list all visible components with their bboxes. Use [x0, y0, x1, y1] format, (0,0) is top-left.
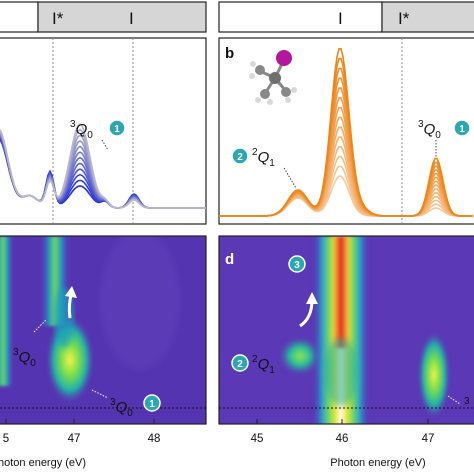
panel-d-letter: d	[225, 251, 234, 268]
svg-text:2: 2	[237, 359, 243, 370]
top-bar-left-label-2: I	[129, 9, 134, 28]
panel-d-x-label: Photon energy (eV)	[330, 457, 425, 469]
panel-b: b 2 2Q1 3Q0 1	[218, 37, 474, 225]
svg-text:1: 1	[114, 124, 120, 135]
top-bar-right-label-1: I	[338, 9, 343, 28]
panel-c-x-axis: 5 47 48 hoton energy (eV)	[0, 419, 160, 469]
panel-b-q0-label: 3Q0	[418, 119, 441, 141]
svg-text:3: 3	[294, 260, 300, 271]
svg-text:2: 2	[237, 152, 243, 163]
panel-c-heatmap	[0, 236, 206, 424]
panel-d: d 3 2 2Q1 3 45 46 47 Photon energy (eV)	[218, 235, 474, 469]
panel-d-tick-1: 45	[251, 433, 264, 445]
top-bar-left: I* I	[0, 1, 207, 33]
panel-a-badge-1: 1	[108, 119, 126, 137]
panel-b-trace	[219, 47, 473, 217]
panel-d-heatmap	[278, 236, 450, 424]
panel-b-letter: b	[225, 45, 234, 62]
panel-c-q0-lower-label: 3Q0	[110, 397, 133, 419]
molecule-icon	[249, 50, 297, 105]
panel-a-spectra	[0, 122, 206, 209]
panel-b-q1-label: 2Q1	[252, 147, 275, 169]
svg-text:1: 1	[459, 124, 465, 135]
panel-c-x-label: hoton energy (eV)	[0, 457, 86, 469]
panel-d-badge-3: 3	[288, 255, 306, 273]
panel-c-badge-1: 1	[143, 394, 161, 412]
panel-d-badge-2: 2	[231, 354, 249, 372]
svg-text:1: 1	[149, 399, 155, 410]
panel-d-x-axis: 45 46 47 Photon energy (eV)	[251, 419, 435, 469]
panel-c-q0-upper-label: 3Q0	[13, 347, 36, 369]
top-bar-right-label-2: I*	[398, 9, 410, 28]
panel-c-tick-2: 47	[68, 433, 81, 445]
panel-c: 3Q0 3Q0 1 5 47 48 hoton energy (eV)	[0, 235, 207, 469]
panel-d-tick-3: 47	[422, 433, 435, 445]
panel-c-tick-3: 48	[148, 433, 161, 445]
panel-b-badge-1: 1	[453, 119, 471, 137]
panel-d-edge-label: 3	[464, 396, 470, 407]
panel-a-q0-label: 3Q0	[70, 119, 93, 141]
top-bar-left-label-1: I*	[52, 9, 64, 28]
panel-d-tick-2: 46	[336, 433, 349, 445]
top-bar-right: I I*	[218, 1, 474, 33]
panel-a-trace	[0, 122, 206, 209]
panel-d-q1-label: 2Q1	[252, 354, 275, 376]
panel-c-tick-1: 5	[3, 433, 9, 445]
panel-b-spectra	[219, 47, 473, 217]
panel-a: 3Q0 1	[0, 37, 207, 225]
panel-b-badge-2: 2	[231, 147, 249, 165]
